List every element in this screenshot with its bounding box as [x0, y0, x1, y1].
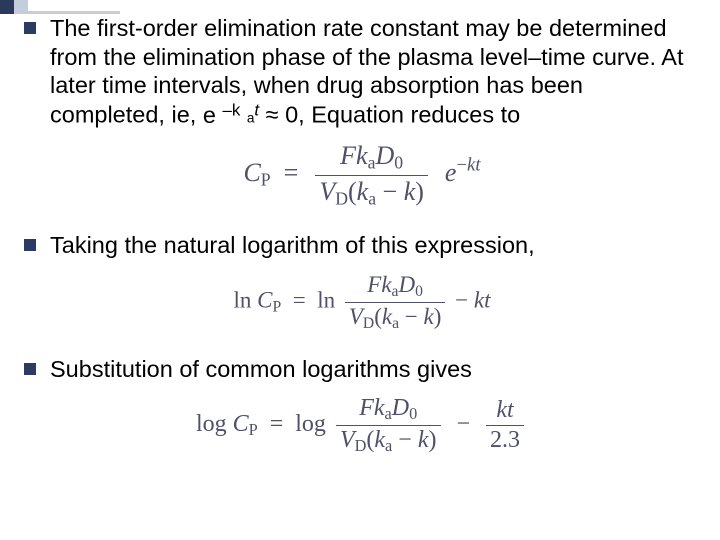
bullet-text-fragment: ≈ 0, Equation reduces to — [259, 102, 520, 128]
bullet-marker-icon — [24, 239, 36, 251]
equation-block: ln CP = ln FkaD0 VD(ka − k) − kt — [24, 272, 700, 333]
inline-expression: e –k at — [203, 102, 259, 128]
bullet-marker-icon — [24, 22, 36, 34]
bullet-item: The first-order elimination rate constan… — [24, 14, 700, 129]
bullet-item: Taking the natural logarithm of this exp… — [24, 231, 700, 260]
bullet-marker-icon — [24, 363, 36, 375]
equation-block: CP = FkaD0 VD(ka − k) e−kt — [24, 141, 700, 209]
bullet-text: Substitution of common logarithms gives — [50, 355, 700, 384]
bullet-text: The first-order elimination rate constan… — [50, 14, 700, 129]
equation: CP = FkaD0 VD(ka − k) e−kt — [243, 141, 480, 209]
equation: ln CP = ln FkaD0 VD(ka − k) − kt — [234, 272, 491, 333]
bullet-text: Taking the natural logarithm of this exp… — [50, 231, 700, 260]
slide-body: The first-order elimination rate constan… — [24, 14, 700, 456]
slide: The first-order elimination rate constan… — [0, 0, 720, 540]
equation: log CP = log FkaD0 VD(ka − k) − kt 2.3 — [196, 395, 528, 456]
equation-block: log CP = log FkaD0 VD(ka − k) − kt 2.3 — [24, 395, 700, 456]
bullet-item: Substitution of common logarithms gives — [24, 355, 700, 384]
